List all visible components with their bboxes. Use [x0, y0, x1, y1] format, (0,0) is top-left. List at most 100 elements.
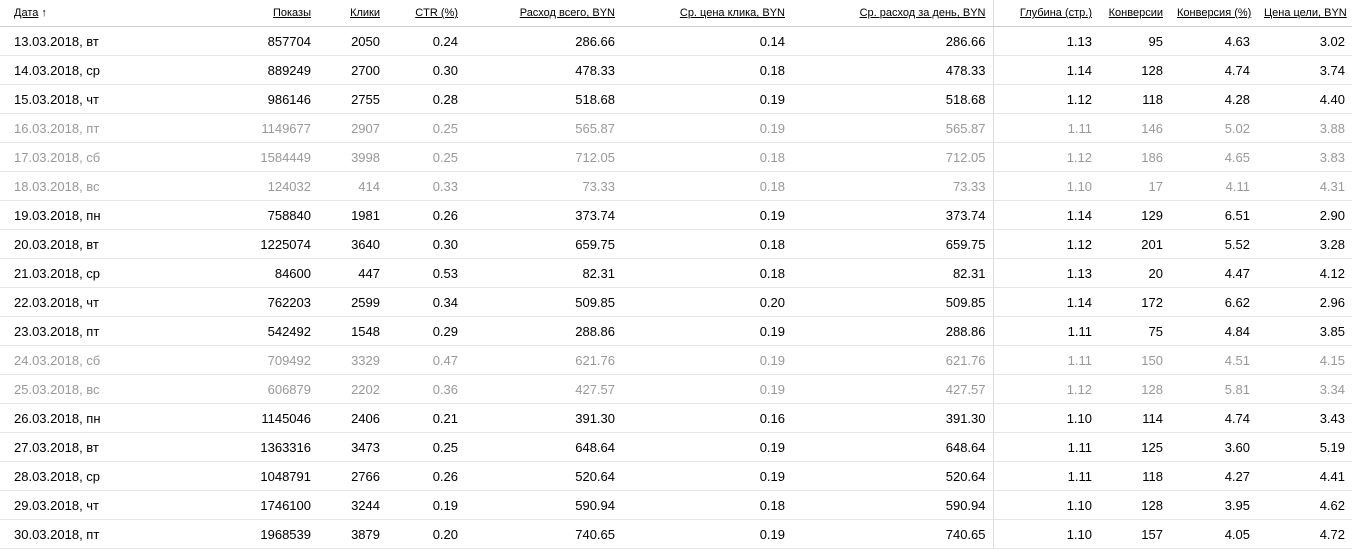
- table-cell: 0.19: [622, 113, 792, 143]
- table-cell: 857704: [220, 26, 318, 56]
- table-cell: 478.33: [465, 55, 622, 85]
- table-cell: 648.64: [465, 432, 622, 462]
- table-cell: 4.41: [1257, 461, 1352, 491]
- table-cell: 2907: [318, 113, 387, 143]
- column-sort-link[interactable]: Конверсия (%): [1177, 7, 1252, 19]
- table-cell: 3244: [318, 490, 387, 520]
- column-sort-link[interactable]: Конверсии: [1108, 7, 1163, 19]
- table-cell: 1.14: [993, 200, 1099, 230]
- table-cell: 0.20: [387, 519, 465, 549]
- table-cell: 447: [318, 258, 387, 288]
- table-cell: 118: [1099, 84, 1170, 114]
- data-row: 21.03.2018, ср 84600 447 0.53 82.31 0.18 82.31…: [0, 258, 1352, 288]
- table-cell: 17.03.2018, сб: [0, 142, 220, 172]
- table-cell: 621.76: [792, 345, 994, 375]
- table-cell: 3.02: [1257, 26, 1352, 56]
- data-row: 28.03.2018, ср 1048791 2766 0.26 520.64 0.19 5…: [0, 461, 1352, 491]
- table-cell: 478.33: [792, 55, 994, 85]
- table-cell: 1363316: [220, 432, 318, 462]
- table-cell: 0.25: [387, 432, 465, 462]
- table-cell: 0.19: [622, 461, 792, 491]
- table-cell: 3.34: [1257, 374, 1352, 404]
- data-row: 22.03.2018, чт 762203 2599 0.34 509.85 0.20 50…: [0, 287, 1352, 317]
- table-cell: 18.03.2018, вс: [0, 171, 220, 201]
- table-cell: 24.03.2018, сб: [0, 345, 220, 375]
- table-cell: 518.68: [792, 84, 994, 114]
- column-sort-link[interactable]: Ср. расход за день, BYN: [859, 7, 986, 19]
- table-cell: 1.10: [993, 490, 1099, 520]
- table-cell: 0.19: [622, 374, 792, 404]
- table-cell: 0.18: [622, 258, 792, 288]
- table-cell: 28.03.2018, ср: [0, 461, 220, 491]
- table-cell: 1149677: [220, 113, 318, 143]
- data-row: 24.03.2018, сб 709492 3329 0.47 621.76 0.19 62…: [0, 345, 1352, 375]
- table-cell: 1746100: [220, 490, 318, 520]
- table-cell: 125: [1099, 432, 1170, 462]
- table-cell: 590.94: [465, 490, 622, 520]
- column-header: Ср. расход за день, BYN: [792, 0, 994, 27]
- table-cell: 150: [1099, 345, 1170, 375]
- table-cell: 0.18: [622, 142, 792, 172]
- table-cell: 0.26: [387, 461, 465, 491]
- table-cell: 82.31: [792, 258, 994, 288]
- table-cell: 3473: [318, 432, 387, 462]
- data-row: 18.03.2018, вс 124032 414 0.33 73.33 0.18 73.3…: [0, 171, 1352, 201]
- data-row: 17.03.2018, сб 1584449 3998 0.25 712.05 0.18 7…: [0, 142, 1352, 172]
- table-cell: 520.64: [792, 461, 994, 491]
- column-sort-link[interactable]: Ср. цена клика, BYN: [679, 7, 785, 19]
- column-sort-link[interactable]: Глубина (стр.): [1019, 7, 1092, 19]
- table-cell: 1145046: [220, 403, 318, 433]
- table-cell: 15.03.2018, чт: [0, 84, 220, 114]
- column-sort-link[interactable]: CTR (%): [415, 7, 458, 19]
- table-cell: 0.16: [622, 403, 792, 433]
- table-cell: 590.94: [792, 490, 994, 520]
- table-cell: 1.10: [993, 171, 1099, 201]
- table-cell: 20: [1099, 258, 1170, 288]
- table-cell: 565.87: [792, 113, 994, 143]
- column-sort-link[interactable]: Цена цели, BYN: [1264, 7, 1347, 19]
- table-cell: 3.95: [1170, 490, 1257, 520]
- table-cell: 4.28: [1170, 84, 1257, 114]
- table-cell: 3998: [318, 142, 387, 172]
- table-cell: 0.26: [387, 200, 465, 230]
- table-cell: 1.10: [993, 519, 1099, 549]
- table-cell: 288.86: [465, 316, 622, 346]
- table-cell: 659.75: [465, 229, 622, 259]
- table-cell: 0.53: [387, 258, 465, 288]
- table-cell: 0.19: [622, 519, 792, 549]
- column-header: Показы: [220, 0, 318, 27]
- table-cell: 4.74: [1170, 403, 1257, 433]
- table-cell: 0.18: [622, 171, 792, 201]
- column-sort-link[interactable]: Клики: [350, 7, 380, 19]
- table-cell: 286.66: [792, 26, 994, 56]
- table-cell: 0.24: [387, 26, 465, 56]
- sort-indicator: ↑: [41, 7, 47, 19]
- table-cell: 1584449: [220, 142, 318, 172]
- data-row: 26.03.2018, пн 1145046 2406 0.21 391.30 0.16 3…: [0, 403, 1352, 433]
- table-cell: 1981: [318, 200, 387, 230]
- table-cell: 2406: [318, 403, 387, 433]
- table-cell: 4.72: [1257, 519, 1352, 549]
- table-cell: 0.36: [387, 374, 465, 404]
- table-cell: 509.85: [465, 287, 622, 317]
- table-cell: 0.18: [622, 229, 792, 259]
- column-sort-link[interactable]: Дата: [14, 7, 39, 19]
- column-header: Расход всего, BYN: [465, 0, 622, 27]
- table-cell: 4.27: [1170, 461, 1257, 491]
- table-cell: 157: [1099, 519, 1170, 549]
- table-cell: 6.62: [1170, 287, 1257, 317]
- table-cell: 740.65: [465, 519, 622, 549]
- table-cell: 621.76: [465, 345, 622, 375]
- table-cell: 26.03.2018, пн: [0, 403, 220, 433]
- table-cell: 288.86: [792, 316, 994, 346]
- table-cell: 4.15: [1257, 345, 1352, 375]
- table-cell: 3.74: [1257, 55, 1352, 85]
- table-cell: 1.10: [993, 403, 1099, 433]
- table-cell: 4.84: [1170, 316, 1257, 346]
- data-row: 27.03.2018, вт 1363316 3473 0.25 648.64 0.19 6…: [0, 432, 1352, 462]
- column-sort-link[interactable]: Показы: [272, 7, 311, 19]
- data-row: 25.03.2018, вс 606879 2202 0.36 427.57 0.19 42…: [0, 374, 1352, 404]
- table-cell: 2599: [318, 287, 387, 317]
- column-sort-link[interactable]: Расход всего, BYN: [519, 7, 615, 19]
